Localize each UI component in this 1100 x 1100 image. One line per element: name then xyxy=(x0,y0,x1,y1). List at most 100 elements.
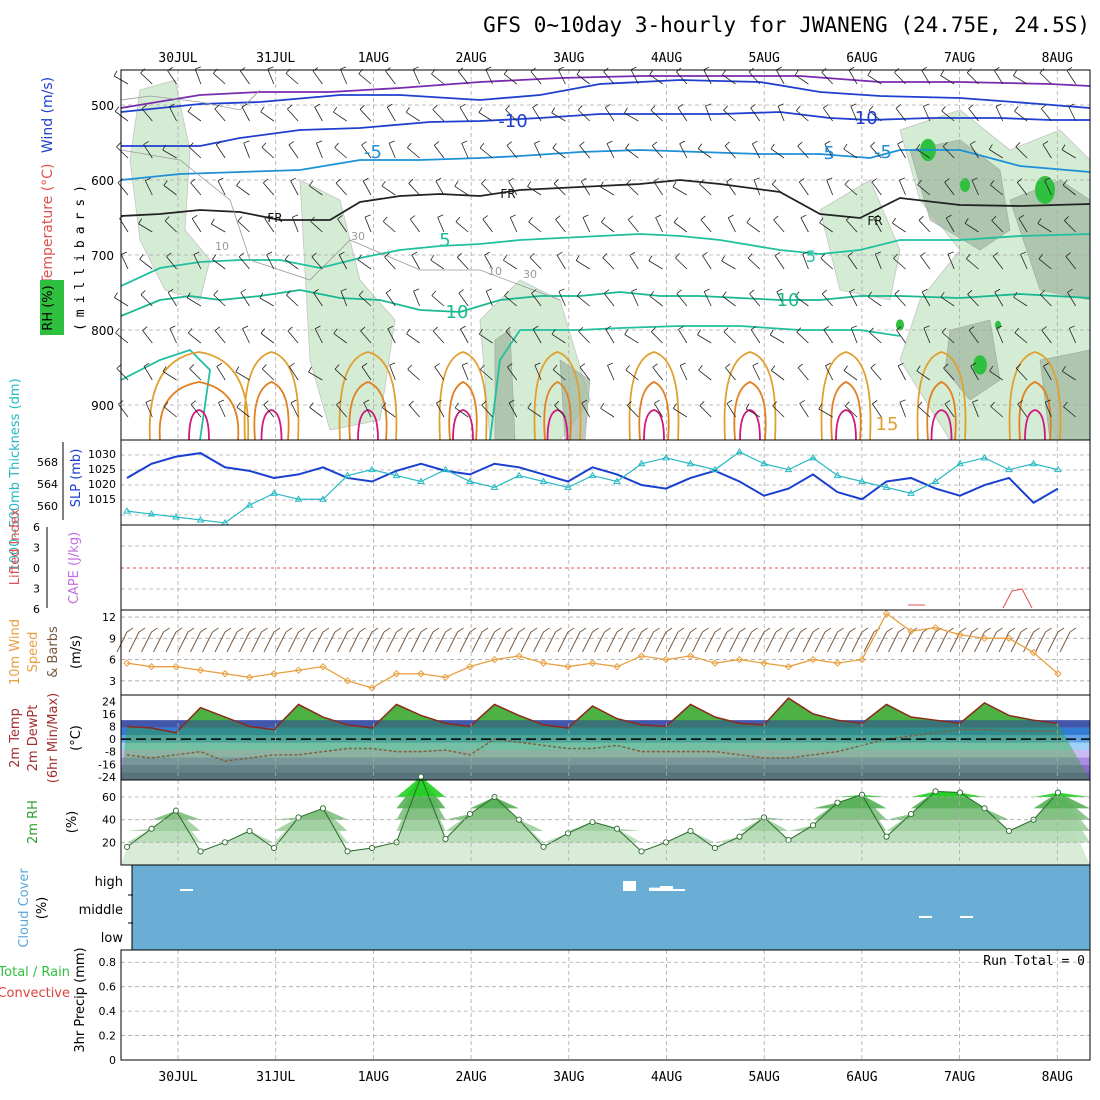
wind-barb-flag xyxy=(553,179,559,184)
wind-barb xyxy=(772,405,785,418)
wind-barb-flag xyxy=(460,325,466,330)
wind-barb-flag xyxy=(575,255,580,261)
wind-barb-flag xyxy=(868,105,874,111)
wind-barb-flag xyxy=(825,362,831,367)
wind-barb-flag xyxy=(292,214,299,218)
wind-barb xyxy=(153,631,164,653)
wind-barb xyxy=(819,222,833,233)
wind-barb xyxy=(600,186,615,196)
wind-barb-flag xyxy=(899,177,906,181)
wind-barb-flag xyxy=(190,400,197,405)
wind-barb xyxy=(1059,631,1071,653)
wind-barb-flag xyxy=(189,364,195,369)
wind-barb-flag xyxy=(869,327,874,333)
wind-barb xyxy=(431,295,445,307)
wind-barb xyxy=(850,106,858,122)
wind-speed-marker xyxy=(956,631,964,639)
wind-barb-flag xyxy=(361,363,368,368)
wind-speed-marker xyxy=(196,666,205,674)
wind-barb-flag xyxy=(249,627,256,633)
wind-barb-flag xyxy=(750,104,756,109)
wind-barb xyxy=(942,146,955,159)
wind-barb xyxy=(336,404,348,418)
rh2m-marker xyxy=(540,843,547,850)
contour-minus-5 xyxy=(120,149,1091,181)
contour-label: -5 xyxy=(874,142,892,163)
pressure-tick: 900 xyxy=(91,399,114,413)
contour-label: 10 xyxy=(488,265,502,278)
wind-barb xyxy=(820,257,833,270)
date-label-top: 2AUG xyxy=(455,51,486,66)
wind-barb-flag xyxy=(776,288,783,293)
wind-speed-marker xyxy=(882,609,891,618)
wind-speed-marker xyxy=(784,662,793,671)
wind-barb xyxy=(771,183,785,196)
wind-barb-flag xyxy=(214,326,221,331)
wind-barb-flag xyxy=(725,363,731,368)
cloud-cell xyxy=(649,887,662,891)
wind-barb-flag xyxy=(333,328,338,334)
wind-barb xyxy=(602,257,615,270)
thickness-marker xyxy=(343,471,352,479)
wind-barb xyxy=(677,107,688,122)
wind-barb xyxy=(582,631,593,653)
wind-barb xyxy=(825,365,834,381)
wind-barb xyxy=(845,219,858,233)
wind-barb xyxy=(190,182,202,196)
wind-barb xyxy=(194,68,202,85)
wind-barb-flag xyxy=(530,627,538,633)
wind-barb-flag xyxy=(479,143,485,149)
wind-barb xyxy=(1047,631,1059,653)
wind-barb xyxy=(117,182,129,196)
wind-barb-flag xyxy=(675,253,680,259)
wind-speed-marker xyxy=(515,652,523,660)
wind-barb xyxy=(436,402,445,418)
wind-barb xyxy=(459,107,469,122)
wind-barb xyxy=(649,295,663,307)
wind-barb xyxy=(309,185,323,196)
contour-warm-arch xyxy=(830,381,862,441)
wind-barb-flag xyxy=(995,103,1002,107)
wind-barb xyxy=(260,333,275,344)
wind-barb-flag xyxy=(897,362,904,367)
rh-high-spot xyxy=(973,355,987,375)
wind-barb-flag xyxy=(673,217,679,223)
wind-barb-flag xyxy=(917,401,923,407)
wind-barb-flag xyxy=(260,106,265,113)
rh2m-marker xyxy=(1005,827,1013,835)
wind-barb xyxy=(626,183,639,196)
wind-barb-flag xyxy=(796,327,802,333)
wind-barb xyxy=(480,369,493,381)
wind-barb-flag xyxy=(387,103,393,108)
wind-barb xyxy=(827,631,838,653)
wind-barb-flag xyxy=(1068,103,1075,107)
wind-barb-flag xyxy=(434,363,440,368)
rh2m-fill-area xyxy=(121,776,1090,865)
wind-barb xyxy=(1062,370,1076,381)
rh-legend-swatch xyxy=(40,280,64,335)
wind-barb-flag xyxy=(363,177,369,182)
cloud-cell xyxy=(960,916,973,918)
wind-barb-flag xyxy=(481,400,487,406)
wind-barb xyxy=(333,333,347,344)
ylabel-cape: CAPE (J/kg) xyxy=(67,532,82,604)
wind-barb-flag xyxy=(592,627,599,633)
wind-barb xyxy=(527,407,542,418)
rh2m-marker xyxy=(442,835,449,842)
wind-barb xyxy=(118,403,129,418)
wind-barb-flag xyxy=(576,291,582,297)
wind-barb xyxy=(358,294,372,307)
wind-barb-flag xyxy=(505,105,511,110)
wind-barb xyxy=(1014,332,1028,344)
wind-barb-flag xyxy=(360,326,366,332)
wind-barb-flag xyxy=(724,141,730,147)
ylabel-2m-dewpt: 2m DewPt xyxy=(26,705,41,772)
wind-barb xyxy=(1015,146,1028,159)
thickness-marker xyxy=(809,453,817,461)
wind-barb xyxy=(145,402,153,418)
wind-barb xyxy=(802,253,809,270)
wind-barb-flag xyxy=(898,627,905,633)
wind-barb xyxy=(774,255,785,270)
wind-barb-flag xyxy=(988,144,993,150)
wind-barb-flag xyxy=(385,289,392,294)
